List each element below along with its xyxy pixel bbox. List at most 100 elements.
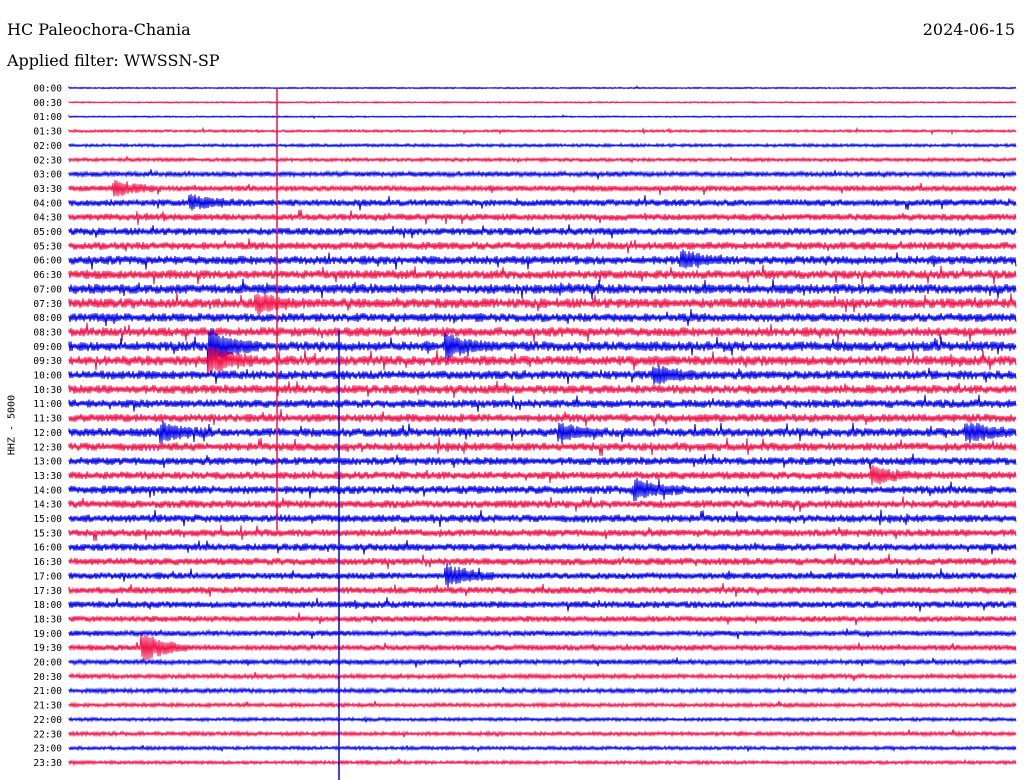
time-label-0300: 03:00 — [33, 170, 62, 181]
trace-0230 — [68, 155, 1017, 165]
trace-0730 — [68, 293, 1017, 315]
time-label-1330: 13:30 — [33, 471, 62, 482]
time-label-1400: 14:00 — [33, 485, 62, 496]
trace-2030 — [68, 671, 1017, 682]
time-label-1630: 16:30 — [33, 557, 62, 568]
time-label-0330: 03:30 — [33, 184, 62, 195]
trace-0700 — [68, 278, 1017, 300]
time-label-0830: 08:30 — [33, 327, 62, 338]
time-label-1700: 17:00 — [33, 571, 62, 582]
time-label-1600: 16:00 — [33, 543, 62, 554]
time-label-1530: 15:30 — [33, 528, 62, 539]
time-label-2330: 23:30 — [33, 758, 62, 769]
trace-0400 — [68, 194, 1017, 211]
trace-0000 — [68, 85, 1017, 90]
time-label-1030: 10:30 — [33, 385, 62, 396]
time-label-0900: 09:00 — [33, 342, 62, 353]
trace-0300 — [68, 169, 1017, 180]
time-label-0130: 01:30 — [33, 127, 62, 138]
time-label-1500: 15:00 — [33, 514, 62, 525]
time-label-1130: 11:30 — [33, 414, 62, 425]
trace-1430 — [68, 496, 1017, 513]
trace-1300 — [68, 453, 1017, 469]
trace-2130 — [68, 700, 1017, 709]
time-label-0800: 08:00 — [33, 313, 62, 324]
time-label-1900: 19:00 — [33, 629, 62, 640]
trace-1900 — [68, 628, 1017, 640]
trace-1000 — [68, 365, 1017, 385]
trace-2230 — [68, 729, 1017, 738]
time-label-2100: 21:00 — [33, 686, 62, 697]
time-label-0630: 06:30 — [33, 270, 62, 281]
time-label-1000: 10:00 — [33, 371, 62, 382]
time-label-0600: 06:00 — [33, 256, 62, 267]
trace-1930 — [68, 634, 1017, 660]
trace-2000 — [68, 657, 1017, 668]
trace-1030 — [68, 380, 1017, 399]
time-label-1200: 12:00 — [33, 428, 62, 439]
time-label-1830: 18:30 — [33, 614, 62, 625]
time-labels: 00:00 00:30 01:00 01:30 02:00 02:30 03:00 03:30… — [33, 84, 62, 769]
trace-0330 — [68, 180, 1017, 197]
time-label-2300: 23:00 — [33, 744, 62, 755]
trace-1100 — [68, 394, 1017, 413]
filter-label: Applied filter: WWSSN-SP — [7, 51, 220, 70]
trace-1600 — [68, 540, 1017, 555]
trace-0030 — [68, 100, 1017, 105]
trace-1530 — [68, 524, 1017, 542]
trace-0200 — [68, 142, 1017, 149]
time-label-2030: 20:30 — [33, 672, 62, 683]
time-label-1930: 19:30 — [33, 643, 62, 654]
time-label-2000: 20:00 — [33, 658, 62, 669]
time-label-1230: 12:30 — [33, 442, 62, 453]
trace-0930 — [68, 346, 1017, 378]
time-label-2200: 22:00 — [33, 715, 62, 726]
time-label-0430: 04:30 — [33, 213, 62, 224]
trace-0600 — [68, 249, 1017, 270]
trace-1630 — [68, 553, 1017, 569]
time-label-0100: 01:00 — [33, 112, 62, 123]
time-label-0400: 04:00 — [33, 198, 62, 209]
trace-2100 — [68, 686, 1017, 695]
trace-1730 — [68, 583, 1017, 598]
time-label-2230: 22:30 — [33, 729, 62, 740]
time-label-1800: 18:00 — [33, 600, 62, 611]
trace-1800 — [68, 597, 1017, 612]
trace-1130 — [68, 409, 1017, 427]
time-label-1100: 11:00 — [33, 399, 62, 410]
trace-0630 — [68, 264, 1017, 285]
time-label-0500: 05:00 — [33, 227, 62, 238]
time-label-2130: 21:30 — [33, 701, 62, 712]
trace-1200 — [68, 420, 1017, 445]
trace-1330 — [68, 465, 1017, 485]
trace-0800 — [68, 309, 1017, 327]
time-label-0200: 02:00 — [33, 141, 62, 152]
time-label-0930: 09:30 — [33, 356, 62, 367]
station-title: HC Paleochora-Chania — [7, 20, 191, 39]
time-label-0030: 00:30 — [33, 98, 62, 109]
trace-1400 — [68, 477, 1017, 502]
trace-1830 — [68, 612, 1017, 626]
time-label-0530: 05:30 — [33, 241, 62, 252]
time-label-0230: 02:30 — [33, 155, 62, 166]
record-date: 2024-06-15 — [922, 20, 1015, 39]
time-label-1430: 14:30 — [33, 500, 62, 511]
trace-0100 — [68, 114, 1017, 120]
trace-1500 — [68, 509, 1017, 528]
time-label-0700: 07:00 — [33, 284, 62, 295]
trace-0500 — [68, 224, 1017, 239]
trace-0430 — [68, 209, 1017, 225]
time-label-1730: 17:30 — [33, 586, 62, 597]
time-label-1300: 13:00 — [33, 457, 62, 468]
time-label-0730: 07:30 — [33, 299, 62, 310]
trace-1700 — [68, 563, 1017, 588]
trace-0830 — [68, 322, 1017, 343]
trace-2300 — [68, 744, 1017, 753]
trace-0130 — [68, 126, 1017, 136]
trace-1230 — [68, 437, 1017, 457]
trace-2200 — [68, 715, 1017, 723]
time-label-0000: 00:00 — [33, 84, 62, 95]
trace-group — [68, 85, 1017, 780]
trace-0530 — [68, 237, 1017, 254]
